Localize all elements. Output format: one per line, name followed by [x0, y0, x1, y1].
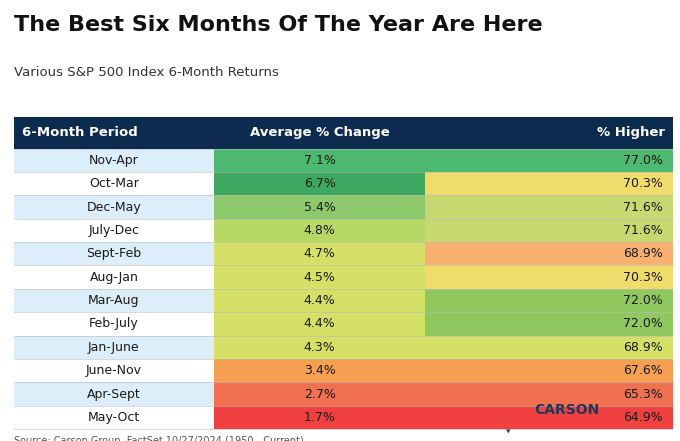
Text: CARSON: CARSON [534, 403, 599, 417]
Text: Feb-July: Feb-July [89, 318, 139, 330]
Text: 3.4%: 3.4% [304, 364, 335, 377]
Text: 65.3%: 65.3% [624, 388, 663, 400]
Text: Average % Change: Average % Change [250, 126, 390, 139]
Text: 1.7%: 1.7% [304, 411, 335, 424]
Text: Nov-Apr: Nov-Apr [89, 154, 139, 167]
Text: Jan-June: Jan-June [88, 341, 139, 354]
Text: 77.0%: 77.0% [623, 154, 663, 167]
Text: The Best Six Months Of The Year Are Here: The Best Six Months Of The Year Are Here [14, 15, 542, 35]
Text: 2.7%: 2.7% [304, 388, 335, 400]
Text: 4.4%: 4.4% [304, 318, 335, 330]
Text: 70.3%: 70.3% [623, 271, 663, 284]
Text: 5.4%: 5.4% [304, 201, 335, 213]
Text: 7.1%: 7.1% [304, 154, 335, 167]
Text: 67.6%: 67.6% [624, 364, 663, 377]
Text: 4.8%: 4.8% [304, 224, 335, 237]
Text: 4.3%: 4.3% [304, 341, 335, 354]
Text: 6-Month Period: 6-Month Period [22, 126, 137, 139]
Text: Various S&P 500 Index 6-Month Returns: Various S&P 500 Index 6-Month Returns [14, 66, 279, 79]
Text: % Higher: % Higher [597, 126, 665, 139]
Text: Sept-Feb: Sept-Feb [86, 247, 141, 260]
Polygon shape [493, 407, 524, 433]
Text: 68.9%: 68.9% [624, 341, 663, 354]
Text: Dec-May: Dec-May [86, 201, 141, 213]
Text: Oct-Mar: Oct-Mar [89, 177, 139, 190]
Text: Apr-Sept: Apr-Sept [87, 388, 141, 400]
Text: 72.0%: 72.0% [623, 318, 663, 330]
Text: Aug-Jan: Aug-Jan [90, 271, 138, 284]
Text: 68.9%: 68.9% [624, 247, 663, 260]
Text: 4.5%: 4.5% [304, 271, 335, 284]
Text: 64.9%: 64.9% [624, 411, 663, 424]
Text: Mar-Aug: Mar-Aug [88, 294, 139, 307]
Text: Source: Carson Group, FactSet 10/27/2024 (1950 - Current)
@ryandetrick: Source: Carson Group, FactSet 10/27/2024… [14, 436, 303, 441]
Text: 71.6%: 71.6% [624, 201, 663, 213]
Text: 4.7%: 4.7% [304, 247, 335, 260]
Text: 4.4%: 4.4% [304, 294, 335, 307]
Text: 71.6%: 71.6% [624, 224, 663, 237]
Text: 72.0%: 72.0% [623, 294, 663, 307]
Text: June-Nov: June-Nov [86, 364, 142, 377]
Text: July-Dec: July-Dec [88, 224, 139, 237]
Text: 6.7%: 6.7% [304, 177, 335, 190]
Text: 70.3%: 70.3% [623, 177, 663, 190]
Text: May-Oct: May-Oct [88, 411, 140, 424]
